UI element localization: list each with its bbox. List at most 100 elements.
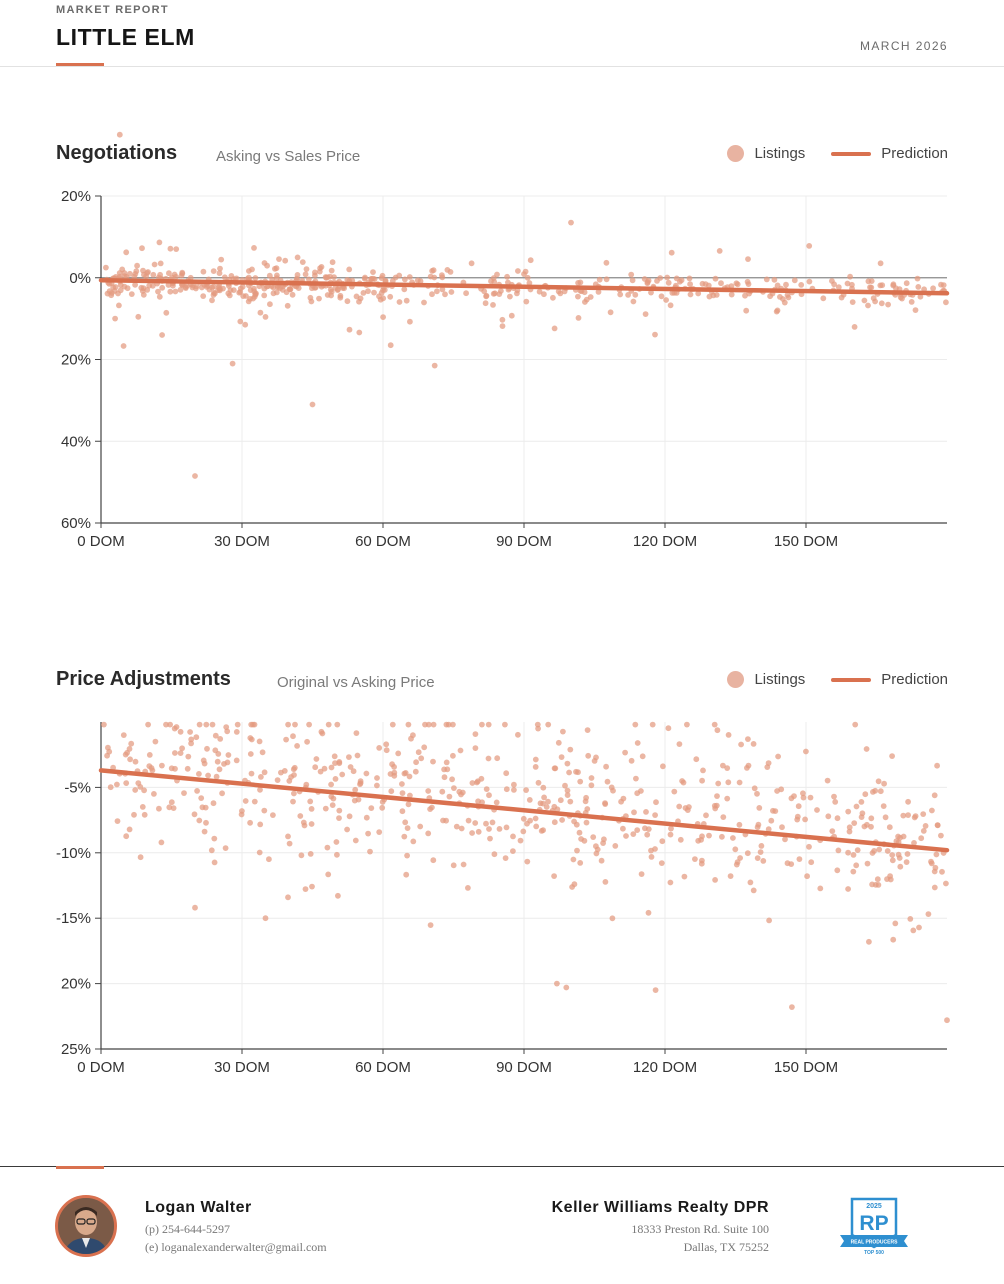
listing-point (431, 362, 438, 369)
listing-point (425, 830, 432, 837)
listing-point (939, 868, 945, 875)
listing-point (407, 318, 413, 325)
listing-point (824, 777, 831, 784)
listing-point (353, 730, 360, 736)
listing-point (557, 797, 564, 804)
listing-point (440, 817, 446, 824)
agent-email[interactable]: (e) loganalexanderwalter@gmail.com (145, 1240, 327, 1254)
prediction-line (98, 768, 950, 853)
listing-point (865, 302, 871, 309)
listing-point (312, 272, 318, 279)
listing-point (383, 741, 390, 748)
listing-point (692, 856, 698, 862)
listing-point (738, 741, 744, 748)
listing-point (590, 834, 597, 840)
listing-point (441, 774, 448, 781)
listing-point (653, 799, 659, 806)
listing-point (727, 873, 734, 879)
listing-point (849, 299, 856, 305)
listing-point (814, 807, 820, 813)
listing-point (194, 788, 201, 794)
listing-point (652, 987, 659, 993)
listing-point (845, 808, 852, 815)
listing-point (193, 734, 200, 741)
listing-point (267, 301, 273, 308)
listing-point (511, 787, 517, 793)
listing-point (932, 864, 939, 871)
listing-point (678, 277, 685, 284)
listing-point (365, 288, 371, 295)
listing-point (931, 884, 938, 891)
listing-point (192, 904, 198, 911)
listing-point (564, 760, 571, 767)
listing-point (872, 787, 879, 794)
listing-point (736, 779, 743, 786)
listing-point (535, 779, 542, 786)
listing-point (645, 909, 652, 916)
listing-point (910, 927, 917, 934)
listing-point (732, 846, 739, 853)
listing-point (897, 863, 904, 870)
listing-point (930, 285, 936, 292)
listing-point (652, 331, 658, 338)
listing-point (308, 298, 315, 305)
footer-accent-bar (56, 1166, 104, 1169)
header-divider (0, 66, 1004, 67)
listing-point (389, 278, 396, 284)
listing-point (150, 271, 157, 278)
listing-point (179, 745, 186, 752)
listing-point (663, 297, 669, 303)
listing-point (798, 282, 805, 288)
listing-point (376, 745, 383, 751)
listing-point (262, 915, 269, 922)
listing-point (582, 798, 589, 805)
listing-point (684, 721, 690, 728)
listing-point (182, 284, 189, 290)
listing-point (817, 885, 824, 892)
listing-point (425, 788, 432, 794)
listing-point (469, 830, 475, 836)
listing-point (309, 401, 316, 408)
listing-point (146, 763, 153, 769)
listing-point (430, 721, 437, 728)
listing-point (784, 292, 791, 298)
chart1-title: Negotiations (56, 142, 178, 164)
listing-point (642, 311, 649, 317)
report-date: MARCH 2026 (859, 39, 948, 53)
listing-point (490, 302, 496, 308)
prediction-legend-label: Prediction (881, 671, 948, 688)
listing-point (306, 721, 312, 728)
listing-point (806, 243, 813, 249)
listing-point (209, 297, 215, 304)
listing-point (107, 784, 114, 791)
listing-point (247, 819, 254, 826)
listing-point (126, 270, 133, 277)
listing-point (536, 288, 543, 295)
listing-point (667, 879, 674, 886)
listing-point (526, 280, 533, 286)
listing-point (720, 814, 727, 820)
listing-point (522, 268, 529, 275)
listing-point (421, 744, 428, 751)
listing-point (503, 770, 510, 777)
listing-point (771, 276, 778, 283)
report-kicker: MARKET REPORT (56, 4, 169, 16)
listing-point (335, 892, 341, 899)
listing-point (680, 779, 687, 786)
x-tick-label: 0 DOM (77, 533, 125, 550)
listing-point (334, 721, 341, 728)
listing-point (201, 828, 208, 835)
listing-point (845, 849, 851, 856)
listing-point (292, 721, 298, 728)
listing-point (316, 295, 322, 302)
listing-point (486, 826, 492, 832)
listing-point (712, 877, 718, 883)
broker-address-line2: Dallas, TX 75252 (683, 1240, 769, 1254)
listing-point (472, 745, 479, 751)
listing-point (648, 854, 655, 860)
listing-point (157, 260, 164, 267)
listing-point (658, 293, 665, 300)
listing-point (217, 265, 223, 272)
listing-point (401, 833, 408, 840)
listing-point (329, 259, 336, 266)
